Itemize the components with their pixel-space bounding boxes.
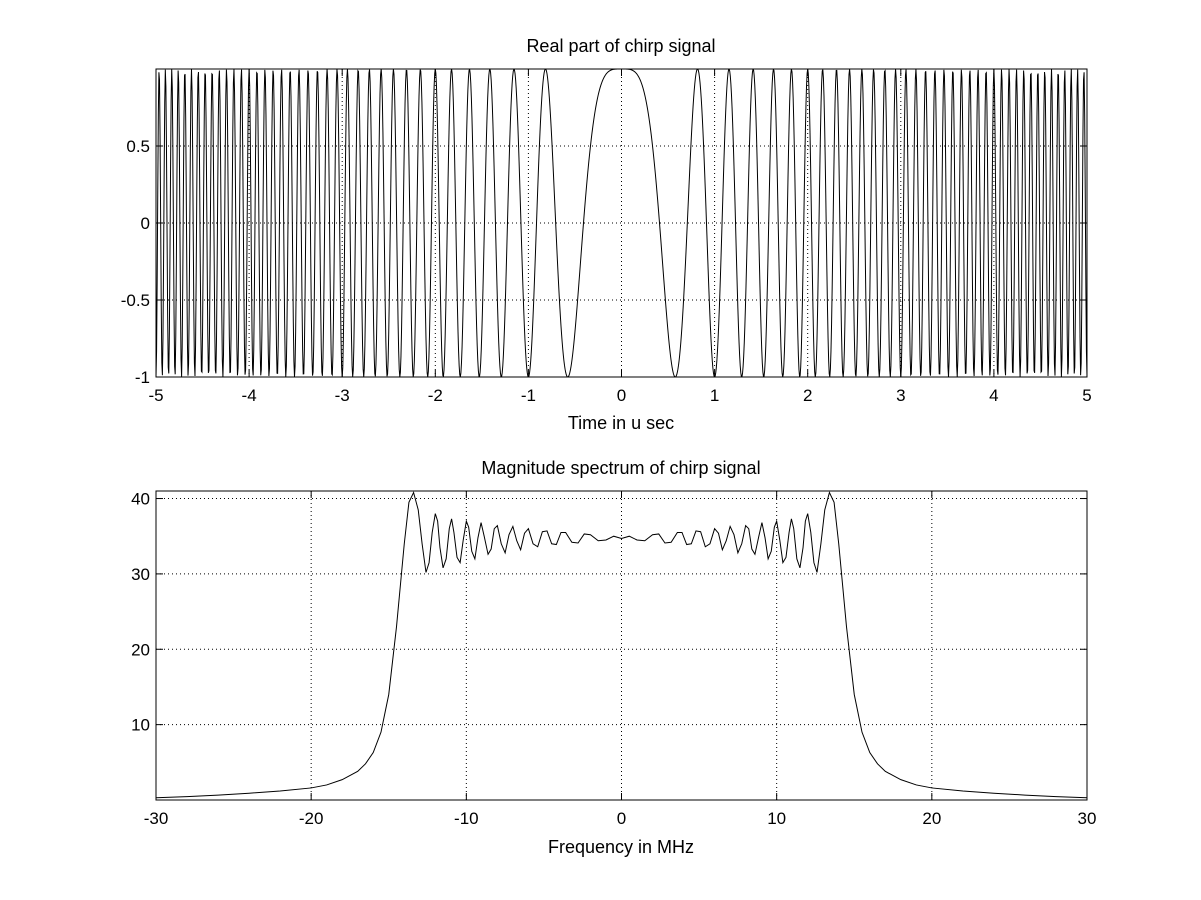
chart-0-line	[156, 69, 1087, 377]
chart-1-xtick-label: 10	[767, 809, 786, 828]
chart-1-xtick-label: 30	[1078, 809, 1097, 828]
chart-1-xtick-label: -20	[299, 809, 324, 828]
chart-1-ytick-label: 10	[131, 716, 150, 735]
chart-0-xtick-label: -4	[242, 386, 257, 405]
chart-0-ytick-label: 0.5	[126, 137, 150, 156]
chart-0-xtick-label: 0	[617, 386, 626, 405]
chart-0-xtick-label: -1	[521, 386, 536, 405]
chart-0-ytick-label: -0.5	[121, 291, 150, 310]
chart-1-series-line	[156, 491, 1087, 799]
chart-1-xtick-label: 20	[922, 809, 941, 828]
chart-0-xtick-label: -2	[428, 386, 443, 405]
chart-1-xtick-label: 0	[617, 809, 626, 828]
chart-1-ytick-label: 20	[131, 640, 150, 659]
chart-1-line	[156, 491, 1087, 799]
chart-0-xtick-label: 5	[1082, 386, 1091, 405]
chart-0-xtick-label: -5	[148, 386, 163, 405]
chart-1-xtick-label: -30	[144, 809, 169, 828]
chart-1-ytick-label: 40	[131, 490, 150, 509]
chart-0-series-line	[156, 69, 1087, 377]
chart-1-ytick-label: 30	[131, 565, 150, 584]
chart-0-ytick-label: 0	[141, 214, 150, 233]
chart-0-xtick-label: 4	[989, 386, 998, 405]
chart-0-xtick-label: 2	[803, 386, 812, 405]
chart-0-grid	[156, 69, 1087, 377]
chart-0: Real part of chirp signal -5 -4 -3 -2 -1 0 1 2 3…	[121, 36, 1092, 433]
chart-1-xlabel: Frequency in MHz	[548, 837, 694, 857]
chart-0-ytick-label: -1	[135, 368, 150, 387]
chart-0-xtick-label: 3	[896, 386, 905, 405]
chart-0-title: Real part of chirp signal	[526, 36, 715, 56]
chart-1-title: Magnitude spectrum of chirp signal	[481, 458, 760, 478]
chart-0-xtick-label: 1	[710, 386, 719, 405]
chart-1-xtick-label: -10	[454, 809, 479, 828]
chart-1-ticks: -30 -20 -10 0 10 20 30 10 20 30 40	[131, 490, 1096, 828]
chart-0-xtick-label: -3	[335, 386, 350, 405]
chart-0-ticks: -5 -4 -3 -2 -1 0 1 2 3 4 5 -1 -0.5 0 0.5	[121, 69, 1092, 405]
chart-0-xlabel: Time in u sec	[568, 413, 674, 433]
chart-1: Magnitude spectrum of chirp signal -30 -2…	[131, 458, 1096, 857]
